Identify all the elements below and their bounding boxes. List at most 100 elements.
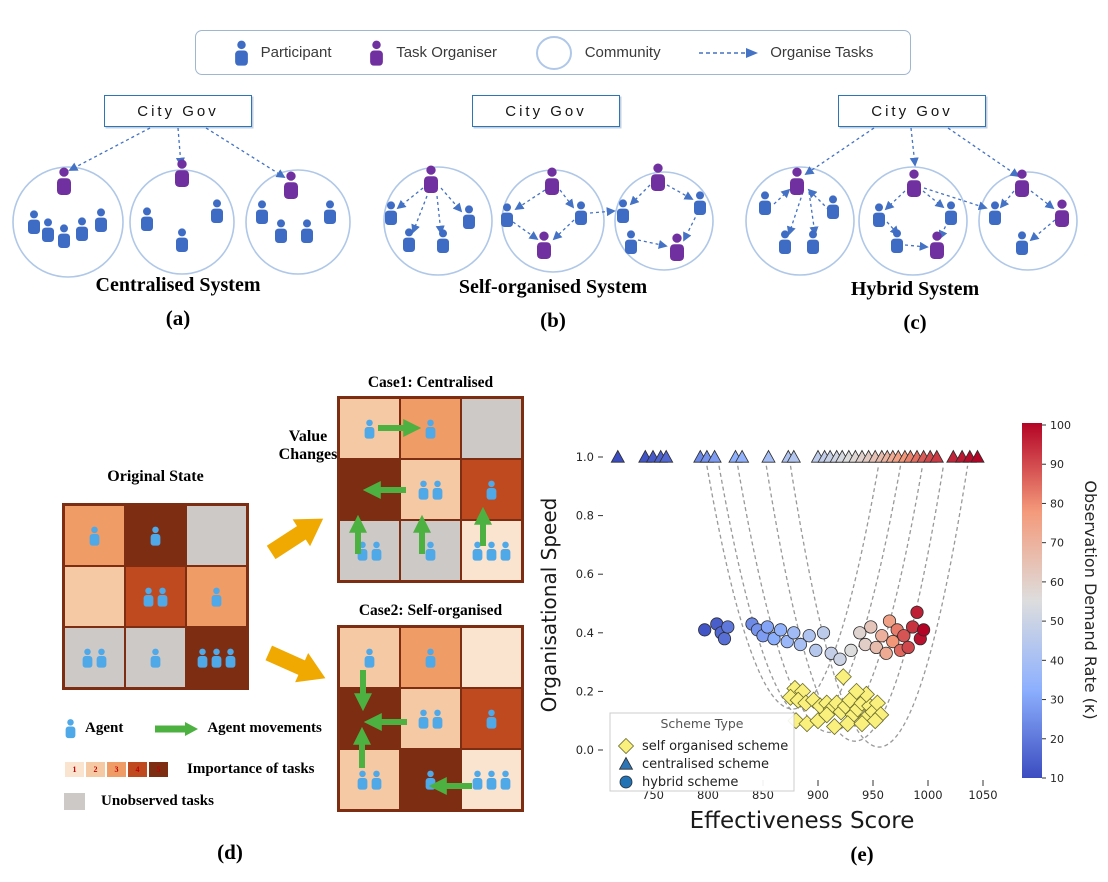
colorbar-tick-label: 100: [1050, 419, 1071, 432]
agent-icon: [370, 541, 383, 561]
case2-grid: [337, 625, 524, 812]
agent-icon: [83, 648, 93, 667]
community-circle: [245, 169, 351, 275]
organise-link: [440, 187, 463, 213]
legend-item-organise-tasks: Organise Tasks: [697, 44, 873, 61]
task-cell-importance-2: [400, 459, 461, 520]
fit-curve: [706, 465, 880, 710]
agent-icon: [64, 718, 77, 739]
diagram-legend: Participant Task Organiser Community Org…: [195, 30, 911, 75]
change-arrow-up-icon: [266, 518, 324, 560]
scatter-point-hybrid: [809, 643, 823, 657]
participant-icon: [42, 218, 54, 242]
unobserved-task-cell: [125, 627, 186, 688]
y-tick-label: 0.0: [576, 743, 594, 757]
community-circle: [978, 171, 1078, 271]
fit-curve: [718, 465, 902, 722]
participant-icon: [575, 201, 587, 225]
scatter-point-self-organised: [818, 706, 836, 724]
importance-label: Importance of tasks: [187, 760, 315, 777]
scatter-point-hybrid: [802, 629, 816, 643]
scatter-point-hybrid: [717, 632, 732, 646]
task-organiser-icon: [907, 169, 921, 197]
community-circle: [614, 171, 714, 271]
change-arrow-down-icon: [265, 645, 326, 683]
unobserved-label: Unobserved tasks: [101, 793, 214, 809]
scatter-panel: 10 20 30 40 50 60 70 80 90 100 Observation Demand …: [540, 400, 1108, 852]
title-case2: Case2: Self-organised: [358, 602, 503, 619]
legend-agent-row: Agent Agent movements: [64, 718, 322, 739]
agent-icon: [417, 480, 430, 500]
community-circle: [383, 166, 493, 276]
task-cell-importance-2: [339, 749, 400, 810]
fit-curve: [737, 465, 924, 734]
city-gov-box-b: City Gov: [472, 95, 620, 127]
agent-icon: [81, 648, 94, 668]
agent-icon: [499, 770, 512, 790]
organise-link: [683, 211, 699, 242]
colorbar-axis-label: Observation Demand Rate (κ): [1081, 480, 1100, 719]
scatter-point-centralised: [610, 449, 625, 463]
agent-icon: [424, 541, 437, 561]
city-gov-box-a: City Gov: [104, 95, 252, 127]
y-tick-label: 0.4: [576, 626, 594, 640]
task-cell-importance-4: [461, 688, 522, 749]
panel-label-b: (b): [540, 308, 566, 332]
agent-icon: [372, 770, 382, 789]
scatter-point-hybrid: [858, 637, 872, 652]
x-axis-label: Effectiveness Score: [690, 808, 915, 834]
importance-cell-5: 5: [148, 761, 169, 778]
agent-icon: [426, 541, 436, 560]
participant-icon: [176, 228, 188, 252]
scatter-point-hybrid: [897, 629, 911, 643]
agent-icon: [424, 648, 437, 668]
agent-icon: [501, 770, 511, 789]
agent-icon: [97, 648, 107, 667]
participant-icon: [58, 224, 70, 248]
scatter-point-hybrid: [853, 626, 867, 640]
agent-icon: [149, 648, 162, 668]
task-cell-importance-4: [125, 566, 186, 627]
scatter-point-hybrid: [767, 632, 781, 646]
colorbar-tick-label: 40: [1050, 654, 1064, 667]
scatter-point-hybrid: [787, 626, 801, 640]
scatter-point-hybrid: [698, 623, 712, 637]
organise-link: [435, 195, 445, 235]
scatter-point-self-organised: [866, 712, 884, 730]
agent-icon: [424, 770, 437, 790]
scatter-point-hybrid: [721, 620, 735, 634]
agent-icon: [95, 648, 108, 668]
agent-icon: [151, 648, 161, 667]
agent-icon: [372, 541, 382, 560]
task-cell-importance-1: [461, 749, 522, 810]
gov-organise-link: [205, 127, 286, 178]
scatter-point-hybrid: [780, 634, 794, 649]
gov-organise-link: [804, 127, 875, 176]
title-hybrid-system: Hybrid System: [850, 278, 980, 300]
scatter-point-hybrid: [774, 623, 788, 637]
agent-icon: [156, 587, 169, 607]
x-tick-label: 950: [862, 788, 884, 802]
case1-grid: [337, 396, 524, 583]
scatter-point-hybrid: [886, 634, 900, 649]
organise-link: [884, 190, 906, 211]
agent-icon: [485, 541, 498, 561]
agent-icon: [210, 648, 223, 668]
title-centralised-system: Centralised System: [95, 274, 261, 296]
agent-icon: [426, 648, 436, 667]
legend-label: Community: [584, 44, 661, 61]
task-organiser-icon: [545, 167, 559, 195]
agent-movement-arrow-icon: [155, 721, 199, 736]
task-organiser-icon: [537, 231, 551, 259]
agent-icon: [485, 709, 498, 729]
agent-icon: [471, 770, 484, 790]
colorbar-tick-label: 20: [1050, 733, 1064, 746]
scatter-point-hybrid: [833, 652, 847, 666]
task-cell-importance-3: [186, 566, 247, 627]
agent-icon: [499, 541, 512, 561]
importance-cell-2: 2: [85, 761, 106, 778]
agent-icon: [356, 541, 369, 561]
agent-icon: [487, 770, 497, 789]
agent-icon: [363, 419, 376, 439]
scatter-plot: 10 20 30 40 50 60 70 80 90 100 Observation Demand …: [540, 419, 1100, 834]
